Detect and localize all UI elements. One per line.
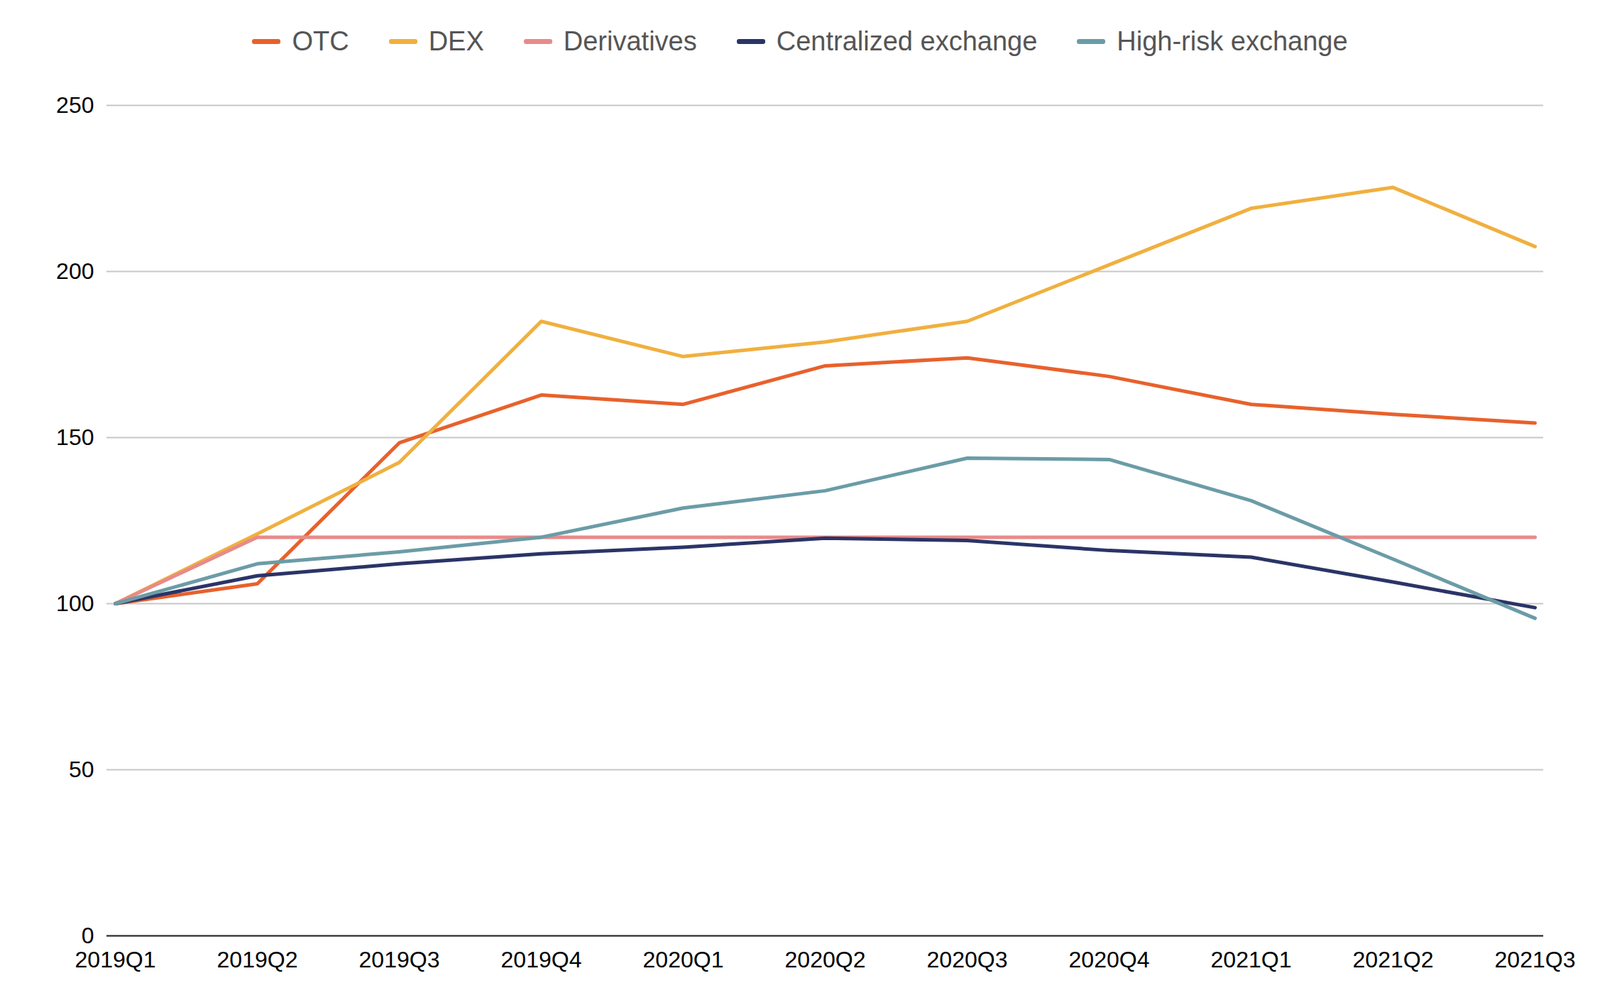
- svg-text:2021Q1: 2021Q1: [1211, 946, 1292, 973]
- svg-text:2020Q4: 2020Q4: [1069, 946, 1150, 973]
- svg-text:150: 150: [56, 424, 94, 451]
- html-text:OTC: OTC: [292, 25, 349, 56]
- svg-text:250: 250: [56, 92, 94, 118]
- html-text:High-risk exchange: High-risk exchange: [1116, 25, 1348, 56]
- svg-text:100: 100: [56, 590, 94, 617]
- svg-text:2020Q3: 2020Q3: [927, 946, 1008, 973]
- svg-text:2021Q3: 2021Q3: [1494, 946, 1576, 973]
- html-text:Centralized exchange: Centralized exchange: [776, 25, 1038, 56]
- svg-text:0: 0: [81, 922, 95, 949]
- svg-text:2021Q2: 2021Q2: [1352, 946, 1434, 973]
- svg-text:2019Q4: 2019Q4: [501, 946, 583, 973]
- html-text:DEX: DEX: [428, 25, 484, 56]
- svg-text:2019Q1: 2019Q1: [75, 946, 157, 973]
- svg-text:2019Q3: 2019Q3: [359, 946, 441, 973]
- svg-text:2020Q2: 2020Q2: [785, 946, 867, 973]
- svg-text:200: 200: [56, 258, 94, 284]
- html-text:Derivatives: Derivatives: [563, 25, 697, 56]
- svg-text:2019Q2: 2019Q2: [217, 946, 299, 973]
- svg-text:2020Q1: 2020Q1: [643, 946, 725, 973]
- svg-text:50: 50: [68, 756, 95, 783]
